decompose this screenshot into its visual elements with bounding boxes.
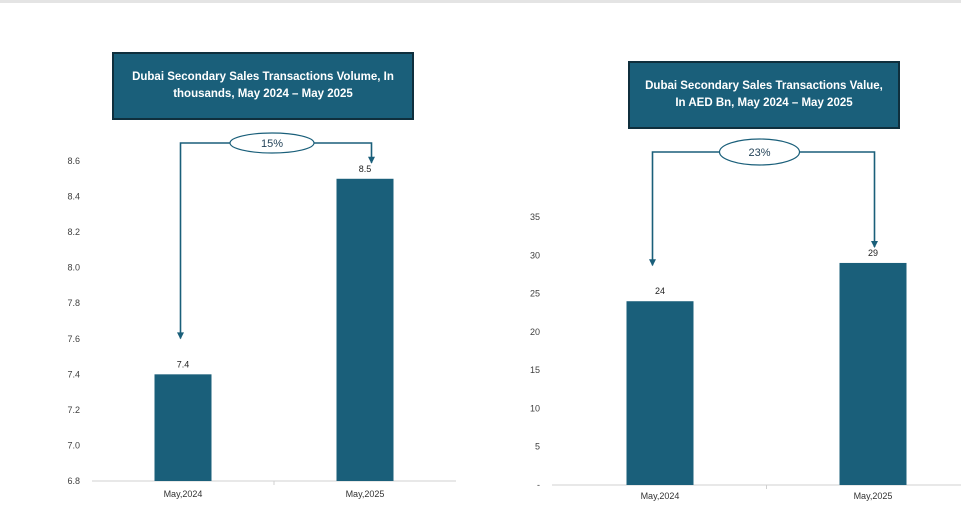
value-arrowhead-icon [871,240,878,248]
volume-arrowhead-icon [368,156,375,164]
volume-ytick-label: 6.8 [67,476,80,486]
volume-category-label: May,2024 [164,489,203,499]
value-ytick-label: - [537,480,540,490]
volume-ytick-label: 7.6 [67,334,80,344]
volume-data-label: 7.4 [177,359,190,369]
value-category-label: May,2024 [641,491,680,501]
value-ytick-label: 35 [530,212,540,222]
value-ytick-label: 20 [530,327,540,337]
value-arrowhead-icon [649,259,656,267]
chart-2-title: Dubai Secondary Sales Transactions Value… [628,61,900,129]
volume-data-label: 8.5 [359,164,372,174]
value-data-label: 29 [868,248,878,258]
volume-ytick-label: 8.4 [67,192,80,202]
value-bar-2 [839,262,907,485]
volume-bar-2 [336,178,394,481]
volume-ytick-label: 7.0 [67,440,80,450]
value-ytick-label: 30 [530,250,540,260]
value-growth-badge [718,138,801,166]
volume-ytick-label: 7.4 [67,369,80,379]
volume-growth-badge [229,132,315,154]
volume-ytick-label: 8.0 [67,263,80,273]
value-ytick-label: 25 [530,289,540,299]
value-bar-1 [626,301,694,485]
chart-1-title: Dubai Secondary Sales Transactions Volum… [112,52,414,120]
value-growth-label: 23% [748,147,770,159]
volume-ytick-label: 7.2 [67,405,80,415]
volume-ytick-label: 8.2 [67,227,80,237]
volume-arrowhead-icon [177,332,184,340]
volume-growth-label: 15% [261,138,283,150]
value-growth-connector [651,151,876,266]
value-category-label: May,2025 [854,491,893,501]
value-ytick-label: 5 [535,442,540,452]
value-data-label: 24 [655,286,665,296]
top-divider [0,0,961,3]
volume-ytick-label: 7.8 [67,298,80,308]
value-ytick-label: 15 [530,365,540,375]
volume-ytick-label: 8.6 [67,156,80,166]
volume-category-label: May,2025 [346,489,385,499]
value-ytick-label: 10 [530,403,540,413]
volume-bar-1 [154,374,212,481]
